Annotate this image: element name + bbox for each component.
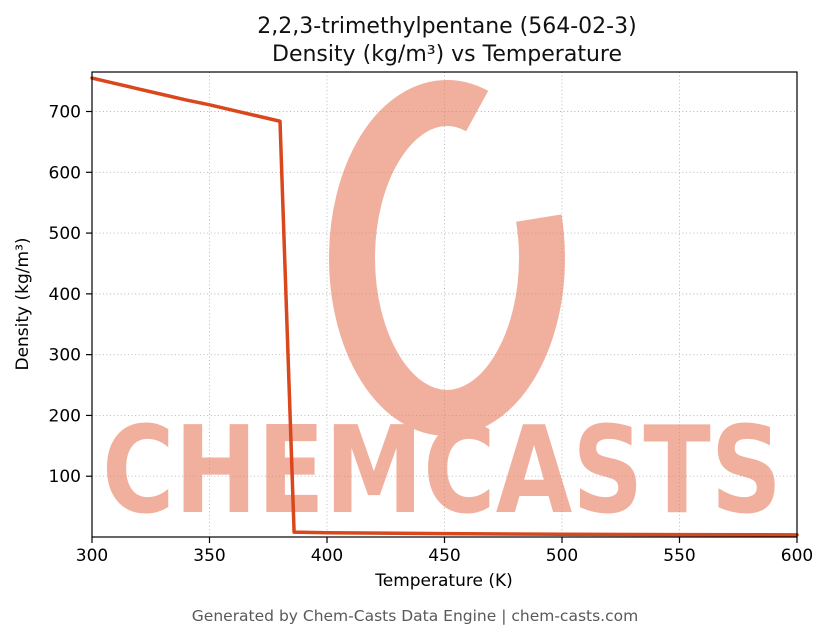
x-axis-label: Temperature (K) xyxy=(374,571,513,591)
x-tick-label: 500 xyxy=(546,546,578,566)
y-axis-label: Density (kg/m³) xyxy=(13,237,33,370)
y-tick-label: 600 xyxy=(49,163,81,183)
y-tick-label: 400 xyxy=(49,285,81,305)
grid-layer xyxy=(91,72,798,537)
chart-title-line2: Density (kg/m³) vs Temperature xyxy=(272,42,622,67)
axis-layer: 300 350 400 450 500 550 600 100 200 300 400 500 600 7… xyxy=(49,71,813,566)
y-tick-label: 500 xyxy=(49,224,81,244)
x-tick-label: 350 xyxy=(193,546,225,566)
x-tick-label: 450 xyxy=(428,546,460,566)
x-tick-label: 300 xyxy=(76,546,108,566)
density-line xyxy=(90,76,799,537)
y-tick-label: 200 xyxy=(49,406,81,426)
y-tick-label: 700 xyxy=(49,103,81,123)
watermark-logo-c-icon xyxy=(329,80,565,436)
watermark-text: CHEMCASTS xyxy=(102,402,782,541)
x-tick-label: 400 xyxy=(311,546,343,566)
chart-title-line1: 2,2,3-trimethylpentane (564-02-3) xyxy=(257,14,636,39)
x-tick-label: 600 xyxy=(781,546,813,566)
footer-credit: Generated by Chem-Casts Data Engine | ch… xyxy=(192,607,638,625)
y-tick-label: 300 xyxy=(49,346,81,366)
watermark: CHEMCASTS xyxy=(102,80,782,541)
x-tick-label: 550 xyxy=(663,546,695,566)
y-tick-label: 100 xyxy=(49,467,81,487)
series-layer xyxy=(90,76,799,537)
